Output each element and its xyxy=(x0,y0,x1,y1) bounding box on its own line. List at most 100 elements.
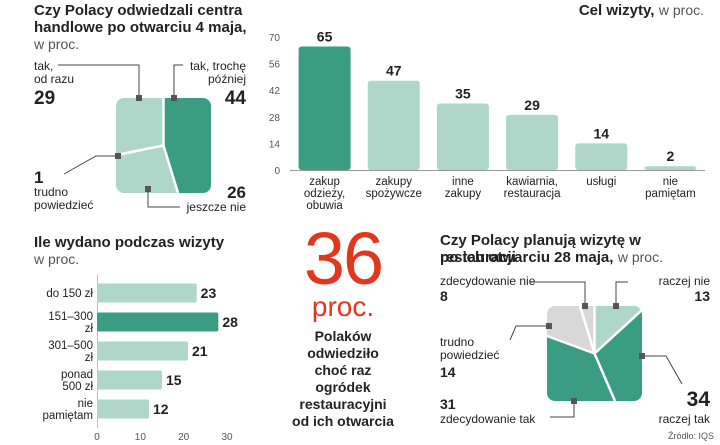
purpose-ytick-label: 14 xyxy=(269,139,281,150)
purpose-category-label: restauracja xyxy=(504,188,561,200)
purpose-ytick-label: 0 xyxy=(274,166,280,177)
spend-category-label: 301–500 xyxy=(48,340,93,352)
purpose-category-label: odzieży, xyxy=(304,188,345,200)
center-line6: od ich otwarcia xyxy=(292,413,394,429)
purpose-bar xyxy=(575,143,628,170)
center-line5: restauracyjni xyxy=(299,396,387,412)
center-line1: Polaków xyxy=(314,328,372,344)
rest-title-line2-wrap: po ich otwarciu 28 maja, w proc. xyxy=(440,249,663,267)
rest-label-zdecydowanie-tak: zdecydowanie tak xyxy=(440,412,536,426)
purpose-category-label: spożywcze xyxy=(366,188,422,200)
mall-value-jeszcze-nie: 26 xyxy=(227,183,246,202)
source-note: Źródło: IQS xyxy=(667,431,714,441)
center-text: Polaków odwiedziło choć raz ogródek rest… xyxy=(268,328,418,430)
spend-category-label: ponad xyxy=(61,369,93,381)
mall-label-jeszcze-nie: jeszcze nie xyxy=(186,200,246,214)
rest-label-raczej-nie: raczej nie xyxy=(658,274,710,288)
center-unit: proc. xyxy=(311,291,375,322)
purpose-value-label: 35 xyxy=(455,86,471,102)
purpose-ytick-label: 70 xyxy=(269,33,281,44)
center-big-number: 36 xyxy=(303,217,384,300)
spend-bar xyxy=(97,341,188,361)
spend-category-label: zł xyxy=(85,323,94,335)
restaurant-pie-chart xyxy=(509,281,683,418)
rest-label-raczej-tak: raczej tak xyxy=(658,412,710,426)
mall-title-line2: handlowe po otwarciu 4 maja, xyxy=(34,19,247,36)
spend-bar xyxy=(97,312,219,332)
mall-pie-chart xyxy=(58,64,211,208)
purpose-bar xyxy=(298,46,351,170)
mall-label-tak-troche-2: później xyxy=(207,72,246,86)
rest-value-zdecydowanie-tak: 31 xyxy=(440,396,456,412)
mall-label-trudno-1: trudno xyxy=(34,185,69,199)
purpose-value-label: 47 xyxy=(386,63,402,79)
spend-bar xyxy=(97,370,162,390)
rest-title-line2: po ich otwarciu 28 maja, xyxy=(440,249,614,266)
spend-xtick-label: 30 xyxy=(221,432,233,443)
purpose-category-label: usługi xyxy=(586,176,616,188)
purpose-category-label: zakupy xyxy=(445,188,482,200)
purpose-category-label: obuwia xyxy=(306,200,343,212)
rest-value-zdecydowanie-nie: 8 xyxy=(440,288,448,304)
spend-title: Ile wydano podczas wizyty xyxy=(34,234,225,251)
spend-bar xyxy=(97,399,149,419)
spend-value-label: 23 xyxy=(201,285,217,301)
purpose-value-label: 14 xyxy=(593,125,609,141)
purpose-unit: w proc. xyxy=(658,2,704,18)
rest-title-line1: Czy Polacy planują wizytę w restauracji xyxy=(440,232,641,266)
mall-value-trudno: 1 xyxy=(34,168,44,187)
spend-value-label: 15 xyxy=(166,372,182,388)
purpose-bar xyxy=(506,114,559,170)
mall-unit: w proc. xyxy=(34,36,80,52)
mall-value-tak-troche: 44 xyxy=(224,88,246,109)
purpose-ytick-label: 42 xyxy=(269,86,281,97)
purpose-value-label: 29 xyxy=(524,97,540,113)
mall-value-tak-od-razu: 29 xyxy=(34,88,56,109)
purpose-ytick-label: 28 xyxy=(269,113,281,124)
spend-xtick-label: 0 xyxy=(94,432,100,443)
purpose-category-label: pamiętam xyxy=(645,188,696,200)
center-line2: odwiedziło xyxy=(307,345,379,361)
spend-xtick-label: 10 xyxy=(135,432,147,443)
spend-xtick-label: 20 xyxy=(178,432,190,443)
spend-category-label: do 150 zł xyxy=(46,288,93,300)
spend-category-label: zł xyxy=(85,352,94,364)
spend-category-label: 151–300 xyxy=(48,311,93,323)
spend-value-label: 12 xyxy=(153,401,169,417)
spend-value-label: 28 xyxy=(222,314,238,330)
spend-category-label: nie xyxy=(78,398,93,410)
center-line4: ogródek xyxy=(315,379,371,395)
purpose-value-label: 2 xyxy=(667,148,675,164)
purpose-title-text: Cel wizyty, xyxy=(578,2,655,19)
spend-value-label: 21 xyxy=(192,343,208,359)
purpose-value-label: 65 xyxy=(317,29,333,45)
purpose-category-label: nie xyxy=(663,176,678,188)
rest-value-raczej-tak: 34 xyxy=(686,388,710,411)
purpose-category-label: zakup xyxy=(309,176,340,188)
purpose-bar xyxy=(644,166,697,170)
purpose-bar xyxy=(367,80,420,170)
rest-label-trudno-2: powiedzieć xyxy=(440,348,500,362)
mall-label-trudno-2: powiedzieć xyxy=(34,198,94,212)
mall-label-tak-troche-1: tak, trochę xyxy=(189,59,246,73)
purpose-bar xyxy=(436,103,489,170)
mall-label-tak-od-razu-1: tak, xyxy=(34,59,54,73)
purpose-category-label: zakupy xyxy=(376,176,413,188)
spend-category-label: pamiętam xyxy=(43,410,94,422)
purpose-ytick-label: 56 xyxy=(269,60,281,71)
purpose-title: Cel wizyty, w proc. xyxy=(579,2,704,20)
rest-slice-zdecydowanie-tak xyxy=(547,336,615,401)
center-line3: choć raz xyxy=(314,362,372,378)
spend-unit: w proc. xyxy=(34,251,80,267)
mall-slice-tak-troche xyxy=(163,98,211,193)
purpose-category-label: inne xyxy=(452,176,474,188)
rest-value-trudno: 14 xyxy=(440,364,456,380)
spend-bar xyxy=(97,283,197,303)
mall-title-line1: Czy Polacy odwiedzali centra xyxy=(34,2,243,19)
purpose-category-label: kawiarnia, xyxy=(506,176,558,188)
rest-label-zdecydowanie-nie: zdecydowanie nie xyxy=(440,274,536,288)
spend-category-label: 500 zł xyxy=(62,381,93,393)
rest-value-raczej-nie: 13 xyxy=(694,288,710,304)
